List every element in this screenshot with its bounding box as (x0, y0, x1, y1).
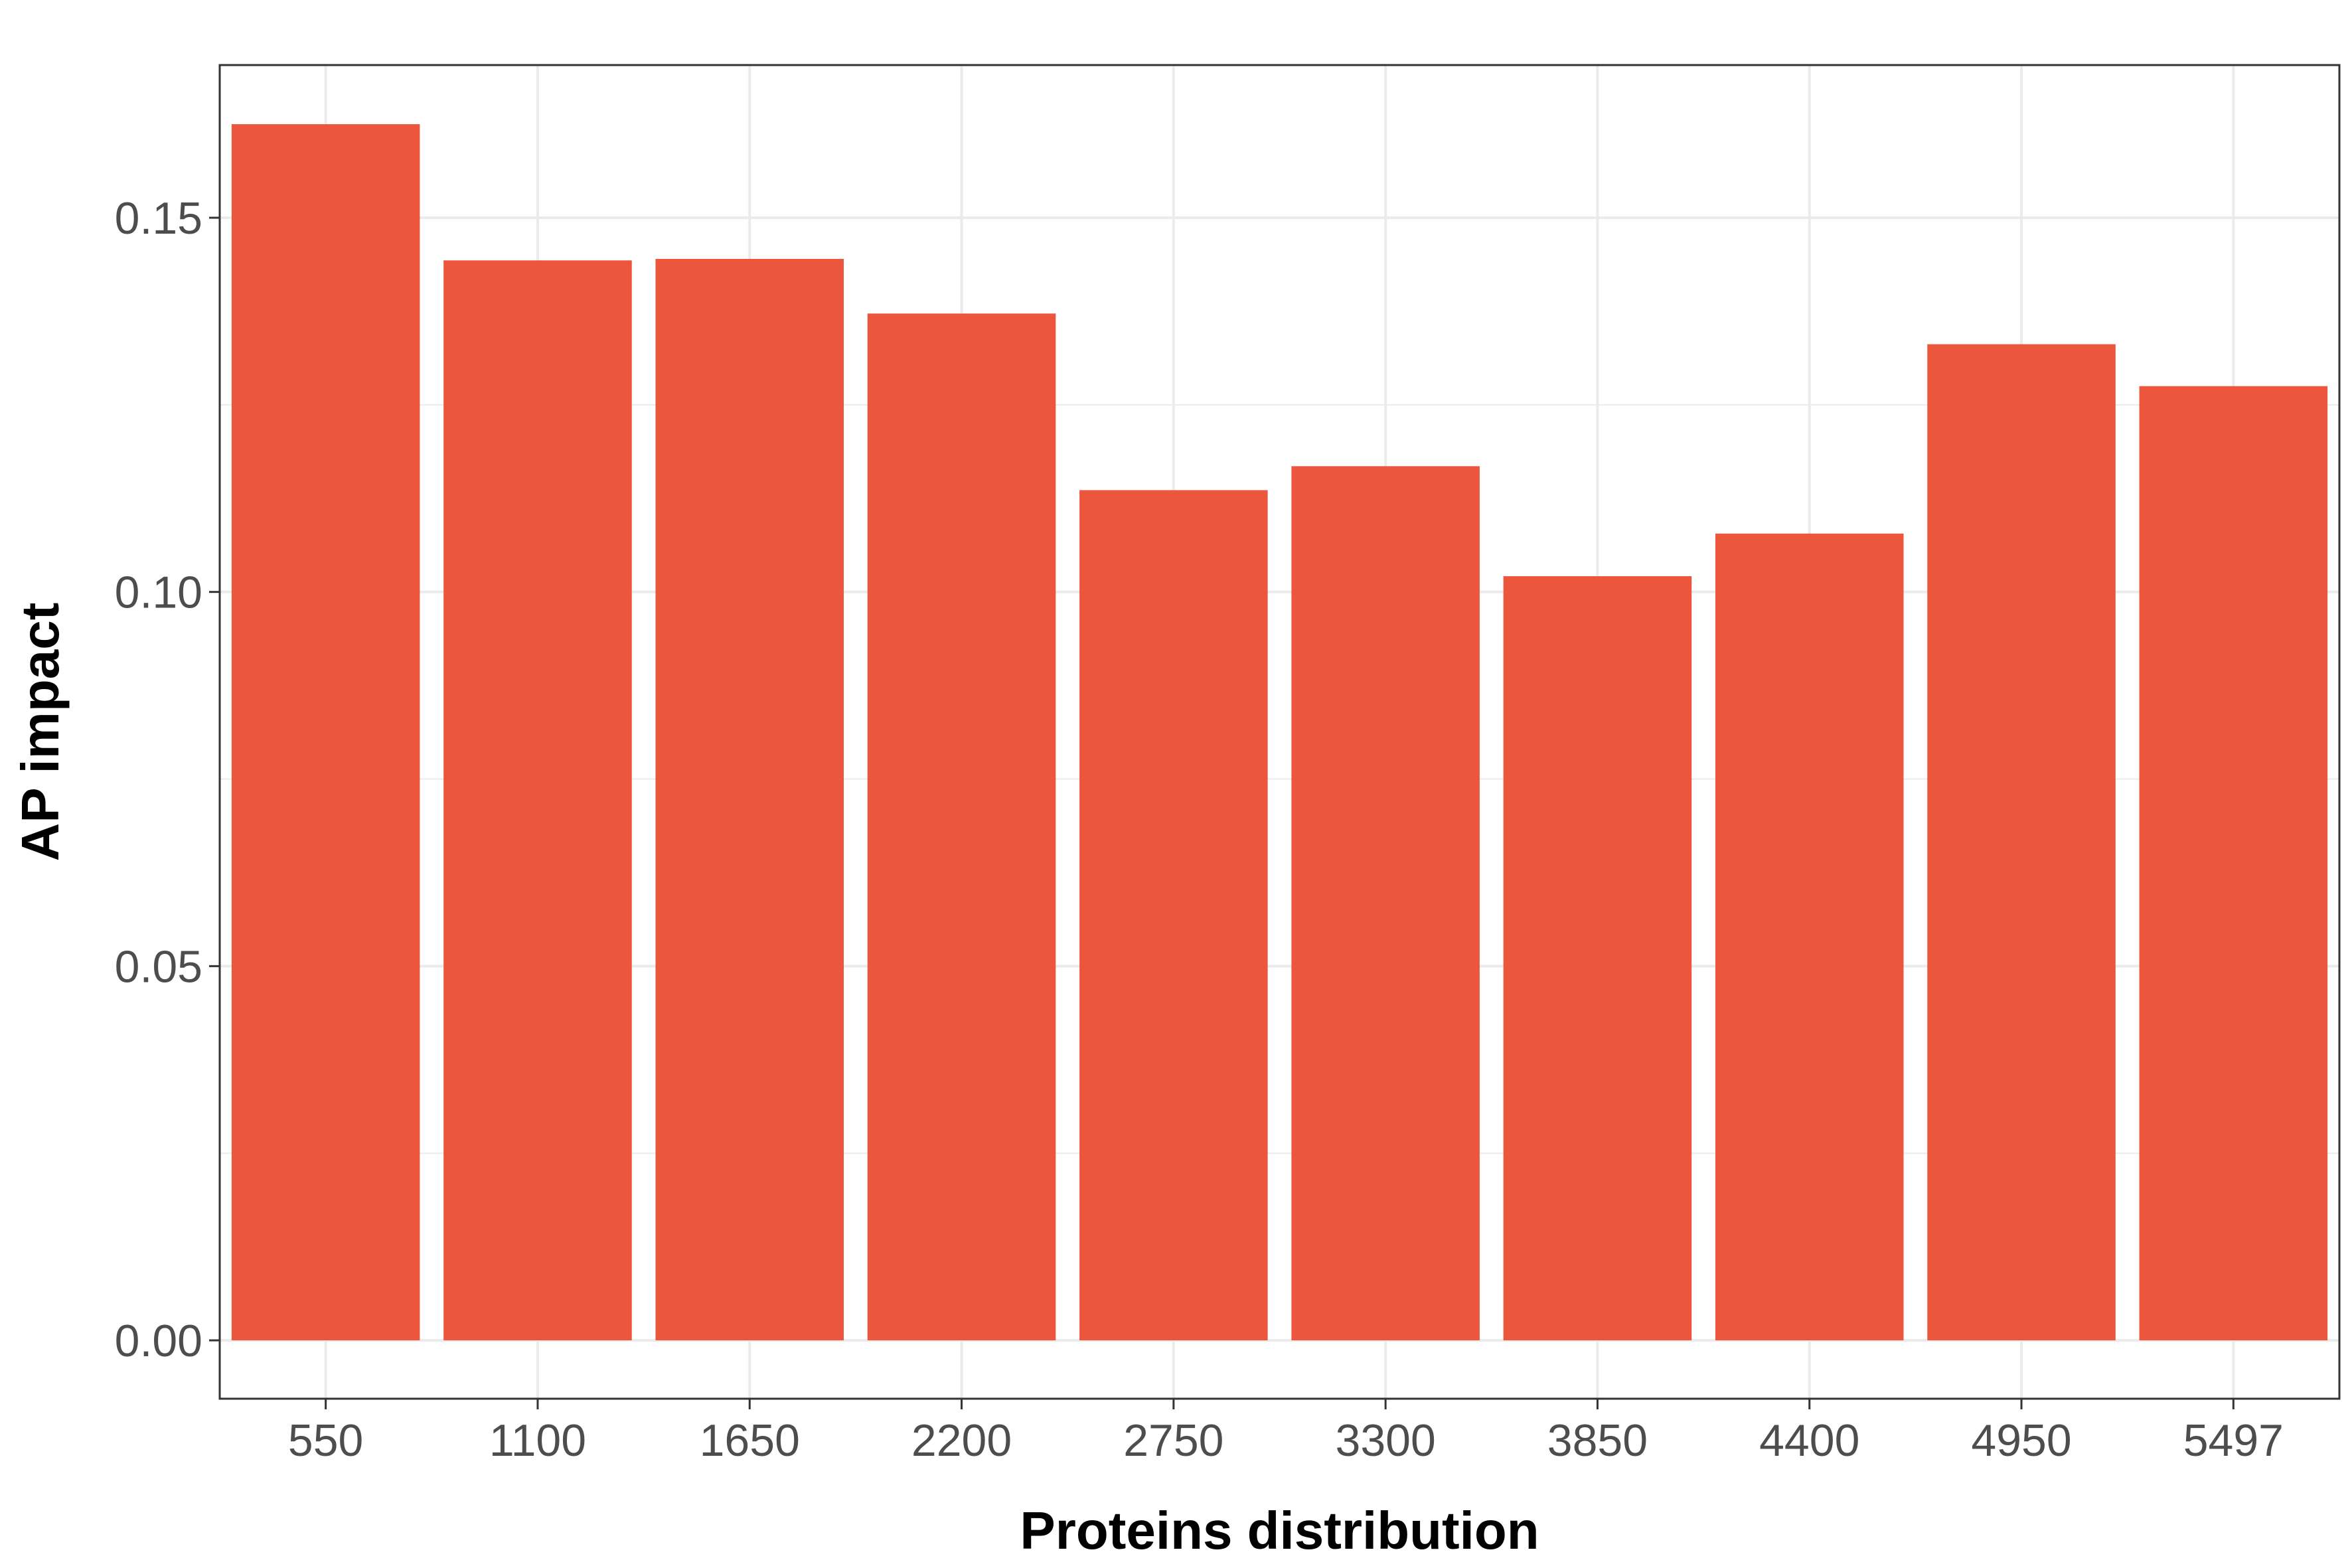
y-tick-label: 0.10 (115, 568, 202, 618)
bar (1715, 533, 1904, 1341)
bar (1291, 466, 1480, 1341)
bar (443, 260, 632, 1341)
x-axis-title: Proteins distribution (1020, 1501, 1539, 1560)
plot-panel-border (218, 64, 2341, 1400)
y-tick-label: 0.05 (115, 941, 202, 992)
bar (1079, 490, 1268, 1341)
x-tick-label: 4400 (1759, 1415, 1859, 1466)
x-tick-label: 1100 (489, 1415, 586, 1466)
x-tick-label: 5497 (2183, 1415, 2284, 1466)
x-axis-ticks: 550 1100 1650 2200 2750 3300 3850 4400 4950 5497 (288, 1399, 2284, 1466)
x-tick-label: 3300 (1336, 1415, 1436, 1466)
x-tick-label: 2750 (1123, 1415, 1223, 1466)
x-tick-label: 2200 (911, 1415, 1012, 1466)
bar (655, 258, 844, 1341)
x-tick-label: 3850 (1547, 1415, 1648, 1466)
y-axis-ticks: 0.00 0.05 0.10 0.15 (115, 193, 220, 1366)
bar (867, 313, 1056, 1341)
x-tick-label: 550 (288, 1415, 363, 1466)
bar (1503, 576, 1692, 1341)
bars (231, 124, 2328, 1341)
bar (231, 124, 420, 1341)
bar (2139, 386, 2328, 1341)
x-tick-label: 4950 (1971, 1415, 2071, 1466)
x-tick-label: 1650 (700, 1415, 800, 1466)
y-axis-title: AP impact (11, 603, 70, 862)
bar (1927, 344, 2116, 1341)
y-tick-label: 0.15 (115, 193, 202, 244)
y-tick-label: 0.00 (115, 1316, 202, 1366)
